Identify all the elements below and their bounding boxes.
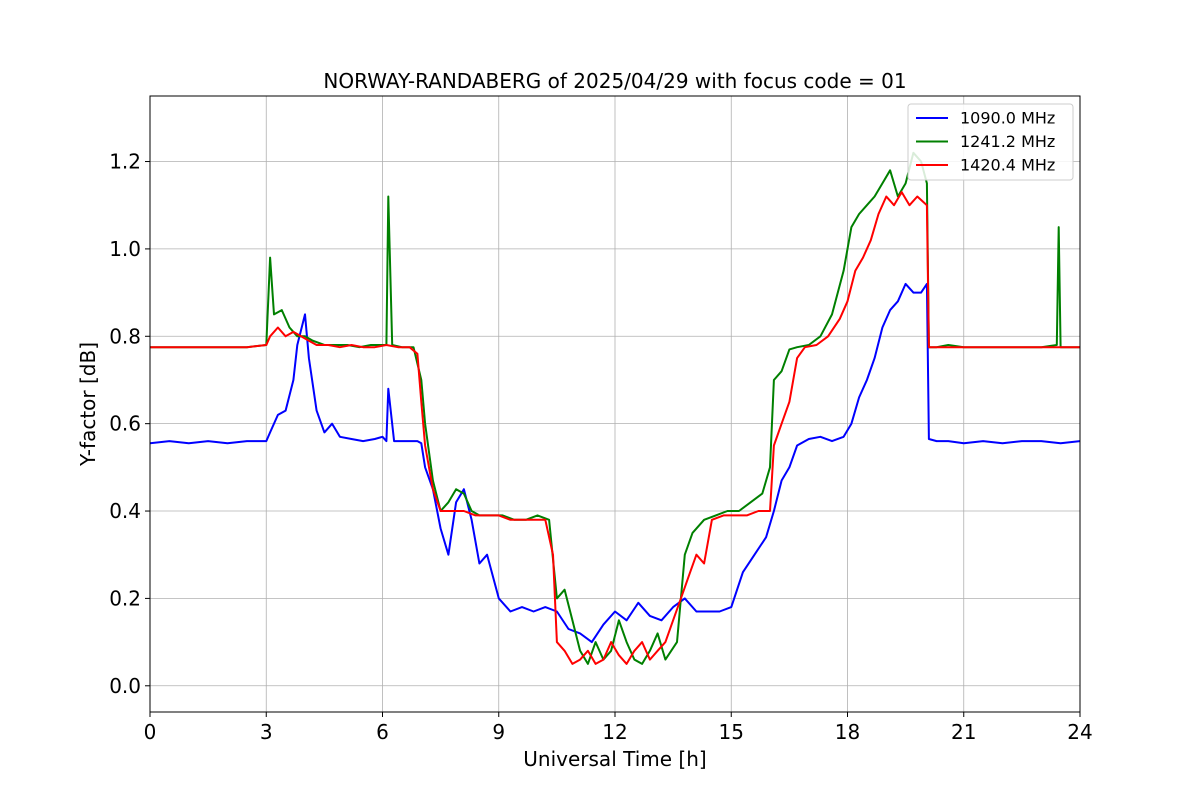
x-tick-label: 18: [835, 720, 860, 744]
series-line: [150, 282, 1080, 644]
legend: 1090.0 MHz 1241.2 MHz 1420.4 MHz: [907, 103, 1074, 181]
x-tick-label: 3: [260, 720, 273, 744]
series-lines: [150, 151, 1080, 665]
y-tick-label: 1.0: [109, 237, 141, 261]
y-tick-label: 0.2: [109, 586, 141, 610]
legend-label: 1090.0 MHz: [960, 109, 1055, 128]
x-tick-label: 6: [376, 720, 389, 744]
y-tick-label: 0.0: [109, 674, 141, 698]
x-axis-label: Universal Time [h]: [523, 747, 706, 771]
x-tick-label: 12: [602, 720, 627, 744]
y-axis-label: Y-factor [dB]: [76, 342, 100, 467]
x-tick-label: 15: [719, 720, 744, 744]
y-tick-label: 0.4: [109, 499, 141, 523]
gridlines: [149, 96, 1081, 712]
legend-label: 1420.4 MHz: [960, 156, 1055, 175]
series-line: [150, 151, 1080, 665]
axis-ticks: 0 3 6 9 12 15 18 21 24 0.0 0.2 0.4 0.6 0.8 1.0 1.2: [109, 150, 1093, 744]
y-tick-label: 0.6: [109, 412, 141, 436]
legend-box: [907, 103, 1074, 181]
x-tick-label: 0: [144, 720, 157, 744]
y-tick-label: 1.2: [109, 150, 141, 174]
series-line: [150, 191, 1080, 665]
y-tick-label: 0.8: [109, 324, 141, 348]
x-tick-label: 9: [492, 720, 505, 744]
x-tick-label: 24: [1067, 720, 1092, 744]
x-tick-label: 21: [951, 720, 976, 744]
chart-title: NORWAY-RANDABERG of 2025/04/29 with focu…: [323, 69, 906, 93]
legend-label: 1241.2 MHz: [960, 132, 1055, 151]
